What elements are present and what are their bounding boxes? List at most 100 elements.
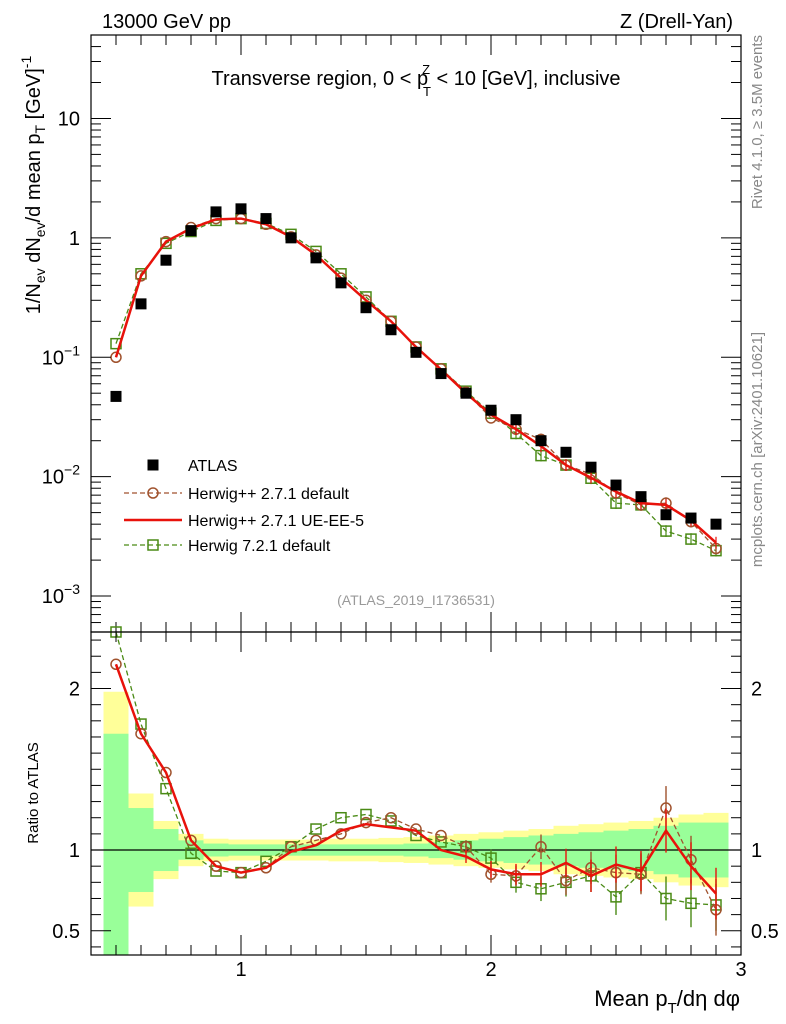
y-tick-label-base: 10 (42, 467, 64, 489)
x-tick-label: 2 (485, 959, 496, 981)
atlas-point (485, 404, 497, 416)
atlas-point (510, 414, 522, 426)
atlas-point (210, 206, 222, 218)
process-label: Z (Drell-Yan) (620, 11, 733, 33)
ratio-y-tick-label: 0.5 (52, 921, 80, 943)
rivet-label: Rivet 4.1.0, ≥ 3.5M events (749, 35, 766, 209)
ratio-y-axis-label: Ratio to ATLAS (25, 742, 42, 843)
y-tick-label: 10−2 (42, 462, 80, 489)
atlas-point (710, 518, 722, 530)
atlas-point (535, 435, 547, 447)
legend-marker (147, 487, 159, 499)
ratio-point (185, 847, 197, 860)
atlas-point (360, 302, 372, 314)
atlas-point (585, 461, 597, 473)
atlas-point (185, 225, 197, 237)
series-1-ratio (110, 658, 722, 936)
source-label: mcplots.cern.ch [arXiv:2401.10621] (749, 332, 766, 567)
ratio-point (535, 841, 547, 853)
ratio-point (660, 892, 672, 905)
y-tick-label: 10−3 (42, 581, 80, 608)
series-1-main (110, 212, 722, 555)
x-axis-label-pre: Mean p (594, 986, 667, 1011)
atlas-point (685, 512, 697, 524)
legend-item: Herwig 7.2.1 default (124, 538, 331, 555)
ratio-y-tick-label-right: 2 (751, 679, 762, 701)
ratio-point (335, 811, 347, 824)
atlas-point (235, 203, 247, 215)
x-tick-label: 3 (735, 959, 746, 981)
atlas-point (410, 346, 422, 358)
legend-label: Herwig++ 2.7.1 UE-EE-5 (188, 513, 364, 530)
ratio-point (435, 836, 447, 848)
analysis-id: (ATLAS_2019_I1736531) (337, 592, 495, 608)
ratio-y-tick-label: 2 (69, 679, 80, 701)
plot-title-post: < 10 [GeV], inclusive (431, 68, 621, 90)
ratio-panel-frame (90, 631, 742, 956)
atlas-point (110, 390, 122, 402)
atlas-point (610, 479, 622, 491)
x-tick-label: 1 (235, 959, 246, 981)
atlas-point (160, 254, 172, 266)
plot-title-pre: Transverse region, 0 < p (211, 68, 428, 90)
legend-label: ATLAS (188, 458, 238, 475)
atlas-point (435, 368, 447, 380)
atlas-point (335, 277, 347, 289)
data-point (160, 235, 172, 248)
legend-item: Herwig++ 2.7.1 default (124, 486, 350, 503)
y-tick-label-base: 1 (69, 228, 80, 250)
ratio-point (160, 766, 172, 779)
y-tick-label-exp: −1 (64, 342, 80, 358)
ratio-point (185, 834, 197, 847)
band-stat (103, 733, 129, 955)
legend-item: ATLAS (147, 458, 238, 475)
ratio-y-tick-label-right: 0.5 (751, 921, 779, 943)
ratio-point (310, 823, 322, 835)
data-point (660, 525, 672, 537)
x-axis-label-post: /dη dφ (677, 986, 740, 1011)
atlas-point (285, 232, 297, 244)
y-axis-label: 1/Nev dNev/d mean pT [GeV]-1 (18, 56, 48, 315)
plot-title-sup: Z (422, 62, 430, 77)
ratio-point (110, 658, 122, 671)
ratio-y-tick-label-right: 1 (751, 840, 762, 862)
series-atlas (110, 203, 722, 530)
ratio-point (360, 808, 372, 821)
atlas-point (660, 509, 672, 521)
y-tick-label: 1 (69, 228, 80, 250)
legend-marker (147, 459, 159, 471)
series-3-main (110, 212, 722, 557)
y-tick-label-base: 10 (58, 108, 80, 130)
y-tick-label-exp: −3 (64, 581, 80, 597)
ratio-point (685, 897, 697, 910)
atlas-point (135, 298, 147, 310)
legend-label: Herwig 7.2.1 default (188, 538, 331, 555)
atlas-point (310, 252, 322, 264)
atlas-point (385, 324, 397, 336)
ratio-point (210, 860, 222, 872)
plot-title-sub: T (423, 84, 431, 99)
atlas-point (560, 446, 572, 458)
atlas-point (260, 213, 272, 225)
series-2-ratio (114, 663, 717, 920)
energy-label: 13000 GeV pp (102, 11, 231, 33)
y-tick-label: 10−1 (42, 342, 80, 369)
ratio-point (385, 815, 397, 827)
x-axis-label-sub: T (668, 1000, 677, 1017)
atlas-point (460, 387, 472, 399)
x-axis-label: Mean pT/dη dφ (594, 986, 740, 1017)
y-tick-label-base: 10 (42, 347, 64, 369)
atlas-point (635, 491, 647, 503)
legend: ATLAS Herwig++ 2.7.1 default Herwig++ 2.7.… (124, 458, 364, 555)
ratio-point (135, 727, 147, 740)
series-3-ratio (110, 626, 722, 931)
y-tick-label-exp: −2 (64, 462, 80, 478)
ratio-y-tick-label: 1 (69, 840, 80, 862)
ratio-point (610, 891, 622, 903)
ratio-point (385, 811, 397, 824)
data-point (685, 533, 697, 545)
y-tick-label-base: 10 (42, 586, 64, 608)
legend-label: Herwig++ 2.7.1 default (188, 486, 350, 503)
